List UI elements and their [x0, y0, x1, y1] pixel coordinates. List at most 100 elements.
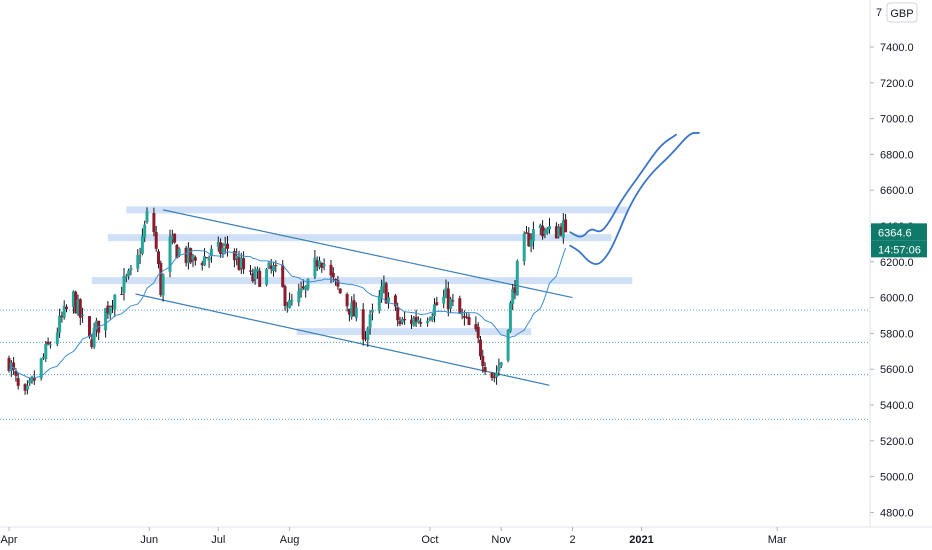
candle-body: [545, 228, 549, 234]
candle-body: [168, 236, 172, 272]
candle-body: [124, 275, 128, 277]
candle-body: [301, 286, 305, 289]
candle-body: [354, 307, 358, 318]
last-price-tag: 6364.6 14:57:06: [871, 223, 927, 258]
candle-body: [154, 232, 158, 249]
candle-body: [531, 229, 535, 242]
candle-body: [239, 257, 243, 269]
candle-body: [490, 372, 494, 378]
candle-body: [76, 299, 80, 315]
trend-line-1: [135, 293, 550, 386]
candle-body: [400, 319, 404, 323]
candle-body: [281, 264, 285, 287]
candle-body: [529, 239, 533, 247]
candle-body: [377, 295, 381, 311]
candle-body: [366, 328, 370, 340]
candle-body: [203, 256, 206, 266]
candle-body: [113, 294, 117, 310]
candle-body: [288, 299, 292, 309]
candle-body: [446, 288, 450, 310]
candle-body: [145, 211, 149, 223]
candle-body: [55, 332, 59, 345]
time-tick-label: Aug: [280, 534, 300, 546]
candle-body: [304, 286, 308, 291]
candle-body: [442, 296, 446, 304]
time-tick-label: Apr: [0, 534, 17, 546]
candle-body: [465, 316, 469, 318]
candle-body: [285, 306, 289, 308]
price-tick-label: 6000.0: [880, 293, 914, 305]
last-price-value: 6364.6: [878, 227, 912, 239]
price-axis[interactable]: 4800.0 5000.0 5200.0 5400.0 5600.0 5800.0 6000…: [870, 7, 914, 519]
trend-line-0: [162, 209, 573, 299]
candle-body: [25, 385, 29, 390]
candle-body: [460, 313, 464, 315]
candle-body: [511, 289, 515, 305]
candle-body: [44, 344, 48, 360]
time-tick-label: Mar: [768, 534, 787, 546]
time-axis[interactable]: Apr Jun Jul Aug Oct Nov 2 2021 Mar: [0, 527, 787, 546]
candle-body: [449, 298, 453, 309]
candle-body: [380, 286, 384, 298]
candle-body: [412, 317, 416, 326]
candle-body: [426, 320, 430, 324]
projection-path-1: [569, 132, 700, 265]
candle-body: [306, 278, 310, 289]
candle-body: [232, 251, 236, 261]
candle-body: [476, 326, 480, 339]
candle-body: [283, 286, 287, 307]
price-tick-label: 5600.0: [880, 364, 914, 376]
price-tick-label: 7400.0: [880, 42, 914, 54]
candle-body: [92, 328, 96, 348]
candle-body: [216, 241, 220, 248]
candle-body: [209, 248, 213, 256]
candle-body: [315, 260, 319, 267]
candle-body: [136, 254, 140, 269]
candle-body: [338, 288, 342, 294]
candle-body: [387, 297, 390, 302]
candle-body: [48, 344, 52, 346]
candle-body: [253, 269, 257, 280]
candle-body: [274, 265, 278, 267]
time-tick-label: Nov: [491, 534, 511, 546]
currency-badge[interactable]: GBP: [886, 2, 918, 23]
candle-body: [16, 378, 20, 386]
candle-body: [62, 306, 66, 318]
candle-body: [382, 281, 386, 287]
candle-body: [226, 243, 229, 249]
candle-body: [127, 270, 131, 277]
candle-body: [320, 262, 324, 268]
candle-body: [561, 220, 565, 238]
candle-body: [265, 269, 269, 285]
candle-body: [207, 257, 211, 261]
candle-body: [541, 225, 545, 237]
candle-body: [515, 261, 519, 296]
candle-body: [398, 320, 402, 325]
candle-body: [143, 224, 147, 238]
candle-body: [331, 272, 335, 278]
candle-body: [186, 247, 190, 264]
candle-body: [65, 306, 68, 310]
price-tick-label: 5000.0: [880, 472, 914, 484]
candle-body: [120, 293, 124, 295]
candle-body: [414, 316, 418, 322]
candle-body: [249, 270, 252, 272]
candle-body: [352, 300, 356, 317]
candle-body: [46, 341, 50, 345]
candle-body: [350, 302, 354, 318]
candle-body: [428, 318, 432, 320]
candle-body: [32, 377, 36, 381]
candle-body: [175, 244, 179, 259]
price-tick-label: 6200.0: [880, 257, 914, 269]
candle-body: [313, 257, 317, 277]
candle-body: [258, 270, 262, 287]
candle-body: [177, 248, 181, 256]
projection-paths: [569, 132, 700, 265]
candle-body: [361, 309, 365, 340]
candle-body: [322, 264, 326, 267]
candle-body: [345, 294, 349, 307]
candle-body: [506, 330, 510, 361]
dotted-levels: [0, 309, 870, 420]
